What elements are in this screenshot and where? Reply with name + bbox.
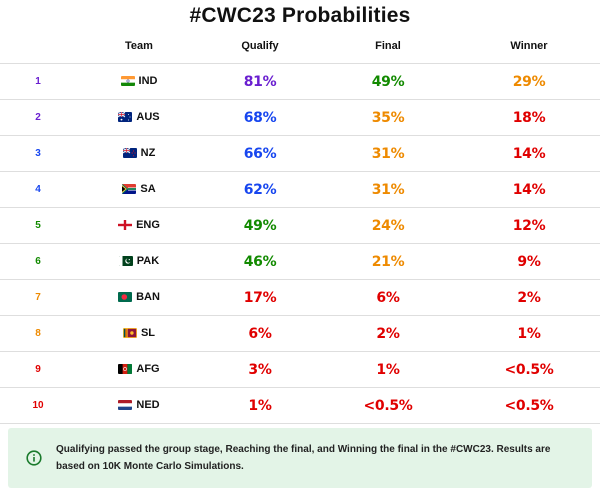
table-row: 9 AFG 3% 1% <0.5%: [0, 351, 600, 388]
winner-cell: 9%: [458, 243, 600, 280]
rank-cell: 3: [0, 135, 76, 172]
final-cell: 6%: [318, 279, 458, 316]
new-zealand-flag-icon: [122, 147, 137, 158]
netherlands-flag-icon: [118, 399, 133, 410]
rank-cell: 9: [0, 351, 76, 388]
table-row: 3 NZ 66% 31% 14%: [0, 135, 600, 172]
rank-cell: 6: [0, 243, 76, 280]
table-row: 8 SL 6% 2% 1%: [0, 315, 600, 352]
final-cell: 1%: [318, 351, 458, 388]
final-cell: 24%: [318, 207, 458, 244]
team-name: SA: [140, 182, 156, 195]
england-flag-icon: [118, 219, 133, 230]
qualify-header[interactable]: Qualify: [202, 29, 318, 64]
team-cell: IND: [76, 63, 202, 100]
pakistan-flag-icon: [118, 255, 133, 266]
team-name: SL: [140, 326, 156, 339]
team-cell: AUS: [76, 99, 202, 136]
final-cell: 35%: [318, 99, 458, 136]
india-flag-icon: [120, 75, 135, 86]
rank-cell: 2: [0, 99, 76, 136]
team-name: NZ: [140, 146, 156, 159]
info-note: Qualifying passed the group stage, Reach…: [8, 428, 592, 488]
team-cell: SA: [76, 171, 202, 208]
final-cell: 31%: [318, 135, 458, 172]
table-row: 5 ENG 49% 24% 12%: [0, 207, 600, 244]
team-cell: BAN: [76, 279, 202, 316]
rank-cell: 10: [0, 387, 76, 424]
winner-cell: 2%: [458, 279, 600, 316]
winner-cell: <0.5%: [458, 387, 600, 424]
table-row: 10 NED 1% <0.5% <0.5%: [0, 387, 600, 424]
info-icon: [26, 450, 42, 466]
rank-cell: 7: [0, 279, 76, 316]
winner-cell: 18%: [458, 99, 600, 136]
qualify-cell: 66%: [202, 135, 318, 172]
team-name: NED: [136, 398, 160, 411]
rank-cell: 1: [0, 63, 76, 100]
rank-cell: 8: [0, 315, 76, 352]
winner-cell: 29%: [458, 63, 600, 100]
qualify-cell: 49%: [202, 207, 318, 244]
team-name: ENG: [136, 218, 160, 231]
qualify-cell: 1%: [202, 387, 318, 424]
table-row: 4 SA 62% 31% 14%: [0, 171, 600, 208]
qualify-cell: 3%: [202, 351, 318, 388]
rank-cell: 5: [0, 207, 76, 244]
south-africa-flag-icon: [122, 183, 137, 194]
probabilities-table: Team Qualify Final Winner 1 IND 81% 49% 29% 2…: [0, 29, 600, 424]
team-cell: PAK: [76, 243, 202, 280]
afghanistan-flag-icon: [118, 363, 133, 374]
table-row: 1 IND 81% 49% 29%: [0, 63, 600, 100]
table-header-row: Team Qualify Final Winner: [0, 29, 600, 64]
final-cell: 21%: [318, 243, 458, 280]
australia-flag-icon: [118, 111, 133, 122]
team-cell: AFG: [76, 351, 202, 388]
rank-cell: 4: [0, 171, 76, 208]
team-name: AUS: [136, 110, 160, 123]
team-name: IND: [138, 74, 158, 87]
team-cell: NED: [76, 387, 202, 424]
final-cell: 31%: [318, 171, 458, 208]
qualify-cell: 17%: [202, 279, 318, 316]
winner-cell: <0.5%: [458, 351, 600, 388]
team-name: PAK: [136, 254, 160, 267]
table-row: 6 PAK 46% 21% 9%: [0, 243, 600, 280]
final-cell: 2%: [318, 315, 458, 352]
final-cell: 49%: [318, 63, 458, 100]
info-note-text: Qualifying passed the group stage, Reach…: [56, 444, 551, 472]
winner-cell: 12%: [458, 207, 600, 244]
rank-header: [0, 29, 76, 64]
qualify-cell: 81%: [202, 63, 318, 100]
winner-cell: 14%: [458, 171, 600, 208]
team-header[interactable]: Team: [76, 29, 202, 64]
qualify-cell: 68%: [202, 99, 318, 136]
qualify-cell: 46%: [202, 243, 318, 280]
qualify-cell: 62%: [202, 171, 318, 208]
table-row: 2 AUS 68% 35% 18%: [0, 99, 600, 136]
team-name: AFG: [136, 362, 160, 375]
page-title: #CWC23 Probabilities: [189, 4, 411, 27]
team-cell: NZ: [76, 135, 202, 172]
bangladesh-flag-icon: [118, 291, 133, 302]
qualify-cell: 6%: [202, 315, 318, 352]
winner-header[interactable]: Winner: [458, 29, 600, 64]
table-row: 7 BAN 17% 6% 2%: [0, 279, 600, 316]
sri-lanka-flag-icon: [122, 327, 137, 338]
winner-cell: 14%: [458, 135, 600, 172]
winner-cell: 1%: [458, 315, 600, 352]
team-cell: SL: [76, 315, 202, 352]
final-cell: <0.5%: [318, 387, 458, 424]
team-name: BAN: [136, 290, 160, 303]
team-cell: ENG: [76, 207, 202, 244]
final-header[interactable]: Final: [318, 29, 458, 64]
